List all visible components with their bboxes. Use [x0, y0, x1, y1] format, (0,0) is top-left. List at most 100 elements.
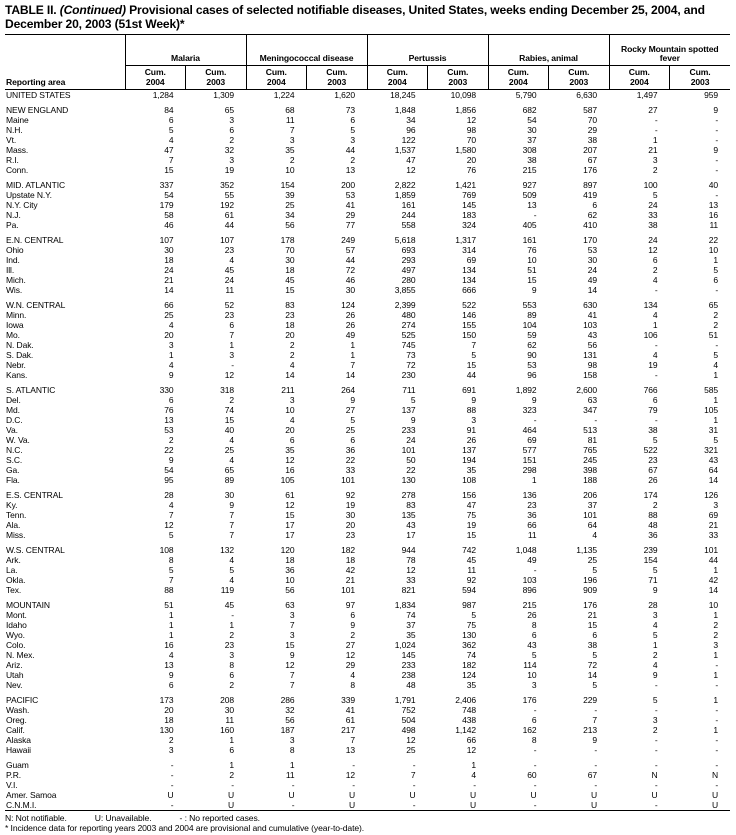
value-cell: 3 — [229, 115, 235, 126]
value-cell: 13 — [164, 415, 174, 426]
value-cell: - — [654, 370, 658, 381]
reporting-area-cell: Amer. Samoa — [6, 790, 57, 801]
value-cell: 35 — [406, 630, 416, 641]
table-row: Vt. 4 2 3 3 122 70 37 38 1 - — [5, 135, 730, 145]
table-row: W.S. CENTRAL 108 132 120 182 944 742 1,048 1,135… — [5, 545, 730, 555]
table-row: Tenn. 7 7 15 30 135 75 36 101 88 69 — [5, 510, 730, 520]
value-cell: 23 — [224, 245, 235, 256]
value-cell: 134 — [643, 300, 658, 311]
value-cell: 18 — [164, 715, 174, 726]
value-cell: 23 — [224, 310, 235, 321]
value-cell: 33 — [345, 465, 356, 476]
value-cell: 1 — [652, 135, 658, 146]
value-cell: 19 — [466, 520, 477, 531]
reporting-area-cell: UNITED STATES — [6, 90, 71, 101]
table-row: S.C. 9 4 12 22 50 194 151 245 23 43 — [5, 455, 730, 465]
value-cell: 2 — [350, 155, 356, 166]
table-row: D.C. 13 15 4 5 9 3 - - - 1 — [5, 415, 730, 425]
value-cell: 509 — [522, 190, 537, 201]
table-row: Del. 6 2 3 9 5 9 9 63 6 1 — [5, 395, 730, 405]
reporting-area-cell: Conn. — [6, 165, 29, 176]
table-row: Kans. 9 12 14 14 230 44 96 158 - 1 — [5, 370, 730, 380]
value-cell: 134 — [462, 275, 477, 286]
value-cell: 13 — [527, 200, 537, 211]
value-cell: - — [654, 680, 658, 691]
reporting-area-cell: W.S. CENTRAL — [6, 545, 65, 556]
reporting-area-cell: S. Dak. — [6, 350, 34, 361]
value-cell: 1,048 — [515, 545, 537, 556]
value-cell: 9 — [410, 415, 416, 426]
value-cell: 51 — [164, 600, 174, 611]
value-cell: 10,098 — [450, 90, 477, 101]
value-cell: 56 — [285, 715, 295, 726]
value-cell: 4 — [168, 135, 174, 146]
reporting-area-cell: Ariz. — [6, 660, 23, 671]
value-cell: 39 — [285, 190, 295, 201]
table-row: Wyo. 1 2 3 2 35 130 6 6 5 2 — [5, 630, 730, 640]
value-cell: - — [715, 190, 719, 201]
reporting-area-cell: Mass. — [6, 145, 29, 156]
value-cell: 7 — [168, 575, 174, 586]
value-cell: 4 — [229, 575, 235, 586]
disease-group-header-row: Reporting area Malaria Meningococcal dis… — [5, 34, 731, 91]
value-cell: 12 — [648, 245, 658, 256]
value-cell: 1 — [652, 640, 658, 651]
value-cell: 98 — [466, 125, 477, 136]
value-cell: 47 — [164, 145, 174, 156]
value-cell: 54 — [527, 115, 537, 126]
value-cell: 13 — [345, 165, 356, 176]
value-cell: 585 — [704, 385, 719, 396]
table-row: N.C. 22 25 35 36 101 137 577 765 522 321 — [5, 445, 730, 455]
table-row: Wis. 14 11 15 30 3,855 666 9 14 - - — [5, 285, 730, 295]
value-cell: 6 — [592, 200, 598, 211]
value-cell: 76 — [164, 405, 174, 416]
value-cell: 65 — [224, 105, 235, 116]
value-cell: 114 — [523, 660, 537, 671]
value-cell: 64 — [587, 520, 598, 531]
value-cell: 32 — [224, 145, 235, 156]
value-cell: - — [715, 745, 719, 756]
reporting-area-cell: C.N.M.I. — [6, 800, 37, 811]
value-cell: 21 — [164, 275, 174, 286]
value-cell: 20 — [164, 705, 174, 716]
value-cell: 1 — [350, 340, 356, 351]
value-cell: 2 — [652, 725, 658, 736]
value-cell: 9 — [168, 370, 174, 381]
value-cell: 74 — [406, 610, 416, 621]
value-cell: 14 — [587, 670, 598, 681]
value-cell: 577 — [522, 445, 537, 456]
reporting-area-cell: Kans. — [6, 370, 28, 381]
value-cell: 230 — [401, 370, 416, 381]
value-cell: 12 — [406, 165, 416, 176]
value-cell: 182 — [462, 660, 477, 671]
value-cell: 1,142 — [455, 725, 477, 736]
col-header-cum-2003: Cum. 2003 — [548, 65, 610, 91]
value-cell: 1 — [229, 620, 235, 631]
value-cell: 2 — [652, 165, 658, 176]
value-cell: 280 — [401, 275, 416, 286]
reporting-area-cell: W.N. CENTRAL — [6, 300, 66, 311]
value-cell: - — [533, 705, 537, 716]
value-cell: 1,892 — [515, 385, 537, 396]
value-cell: 62 — [587, 210, 598, 221]
value-cell: 49 — [587, 275, 598, 286]
value-cell: 238 — [401, 670, 416, 681]
table-row: Nev. 6 2 7 8 48 35 3 5- - — [5, 680, 730, 690]
value-cell: 323 — [522, 405, 537, 416]
value-cell: 89 — [224, 475, 235, 486]
value-cell: 84 — [164, 105, 174, 116]
value-cell: 44 — [708, 555, 719, 566]
value-cell: 35 — [466, 680, 477, 691]
footnotes: N: Not notifiable. U: Unavailable. - : No … — [5, 813, 730, 834]
value-cell: 161 — [522, 235, 537, 246]
reporting-area-cell: Ark. — [6, 555, 21, 566]
value-cell: - — [170, 780, 174, 791]
value-cell: 748 — [462, 705, 477, 716]
value-cell: 410 — [583, 220, 598, 231]
value-cell: 46 — [164, 220, 174, 231]
value-cell: 90 — [527, 350, 537, 361]
value-cell: 27 — [345, 640, 356, 651]
value-cell: 26 — [345, 310, 356, 321]
col-header-cum-2004: Cum. 2004 — [487, 65, 549, 91]
value-cell: 88 — [164, 585, 174, 596]
